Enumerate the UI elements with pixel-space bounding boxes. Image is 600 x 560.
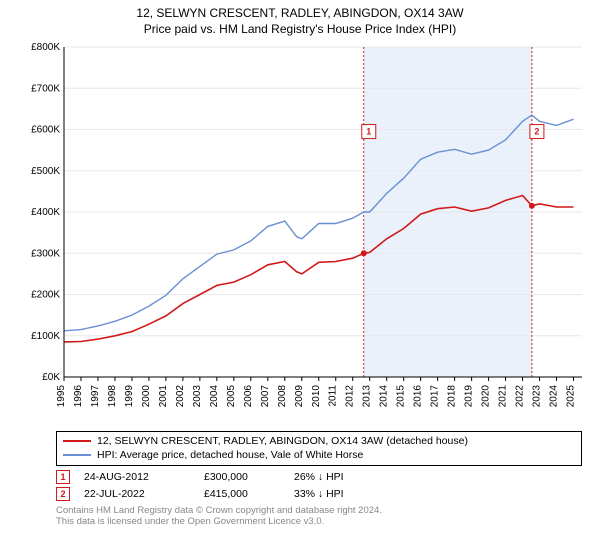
svg-text:2022: 2022: [515, 385, 526, 408]
footer-line-2: This data is licensed under the Open Gov…: [56, 516, 592, 528]
svg-text:2013: 2013: [362, 385, 373, 408]
svg-text:£0K: £0K: [42, 372, 60, 383]
sale-row: 2 22-JUL-2022£415,00033% ↓ HPI: [56, 487, 592, 501]
svg-text:£700K: £700K: [31, 83, 60, 94]
svg-text:£400K: £400K: [31, 207, 60, 218]
sale-row: 1 24-AUG-2012£300,00026% ↓ HPI: [56, 470, 592, 484]
svg-text:2007: 2007: [260, 385, 271, 408]
svg-text:2015: 2015: [396, 385, 407, 408]
legend-item: 12, SELWYN CRESCENT, RADLEY, ABINGDON, O…: [63, 434, 575, 448]
legend-label: 12, SELWYN CRESCENT, RADLEY, ABINGDON, O…: [97, 434, 468, 448]
svg-text:2002: 2002: [175, 385, 186, 408]
svg-text:2025: 2025: [566, 385, 577, 408]
svg-text:1999: 1999: [124, 385, 135, 408]
footer-line-1: Contains HM Land Registry data © Crown c…: [56, 505, 592, 517]
svg-text:2011: 2011: [328, 385, 339, 407]
svg-text:2021: 2021: [498, 385, 509, 408]
svg-text:1997: 1997: [90, 385, 101, 408]
price-chart: £0K £100K £200K £300K £400K £500K £600K £700K £8…: [22, 41, 586, 425]
svg-text:£800K: £800K: [31, 42, 60, 53]
svg-text:£300K: £300K: [31, 248, 60, 259]
svg-text:2024: 2024: [549, 385, 560, 408]
sale-price: £415,000: [204, 488, 294, 500]
svg-text:2010: 2010: [311, 385, 322, 408]
sale-pct: 33% ↓ HPI: [294, 488, 404, 500]
svg-text:2023: 2023: [532, 385, 543, 408]
svg-text:2000: 2000: [141, 385, 152, 408]
svg-text:2009: 2009: [294, 385, 305, 408]
svg-text:2018: 2018: [447, 385, 458, 408]
sale-marker: 2: [56, 487, 70, 501]
svg-text:2012: 2012: [345, 385, 356, 408]
svg-text:£500K: £500K: [31, 166, 60, 177]
svg-text:2005: 2005: [226, 385, 237, 408]
svg-text:£200K: £200K: [31, 290, 60, 301]
svg-text:2003: 2003: [192, 385, 203, 408]
chart-titles: 12, SELWYN CRESCENT, RADLEY, ABINGDON, O…: [8, 6, 592, 37]
svg-text:2017: 2017: [430, 385, 441, 408]
legend-label: HPI: Average price, detached house, Vale…: [97, 448, 363, 462]
svg-text:1998: 1998: [107, 385, 118, 408]
svg-text:2019: 2019: [464, 385, 475, 408]
sales-table: 1 24-AUG-2012£300,00026% ↓ HPI 2 22-JUL-202…: [56, 470, 592, 501]
sale-price: £300,000: [204, 471, 294, 483]
svg-text:2001: 2001: [158, 385, 169, 408]
svg-text:£600K: £600K: [31, 125, 60, 136]
svg-text:2014: 2014: [379, 385, 390, 408]
legend-item: HPI: Average price, detached house, Vale…: [63, 448, 575, 462]
legend-swatch: [63, 440, 91, 442]
svg-text:2006: 2006: [243, 385, 254, 408]
sale-marker: 1: [56, 470, 70, 484]
svg-text:2008: 2008: [277, 385, 288, 408]
sale-date: 22-JUL-2022: [84, 488, 204, 500]
svg-text:1996: 1996: [73, 385, 84, 408]
sale-pct: 26% ↓ HPI: [294, 471, 404, 483]
svg-text:2004: 2004: [209, 385, 220, 408]
svg-text:2: 2: [534, 127, 539, 137]
title-line-2: Price paid vs. HM Land Registry's House …: [8, 22, 592, 38]
svg-text:£100K: £100K: [31, 331, 60, 342]
sale-date: 24-AUG-2012: [84, 471, 204, 483]
svg-text:2020: 2020: [481, 385, 492, 408]
legend: 12, SELWYN CRESCENT, RADLEY, ABINGDON, O…: [56, 431, 582, 465]
footer-attribution: Contains HM Land Registry data © Crown c…: [56, 505, 592, 529]
svg-text:1: 1: [366, 127, 371, 137]
svg-text:2016: 2016: [413, 385, 424, 408]
legend-swatch: [63, 454, 91, 456]
title-line-1: 12, SELWYN CRESCENT, RADLEY, ABINGDON, O…: [8, 6, 592, 22]
svg-text:1995: 1995: [56, 385, 67, 408]
